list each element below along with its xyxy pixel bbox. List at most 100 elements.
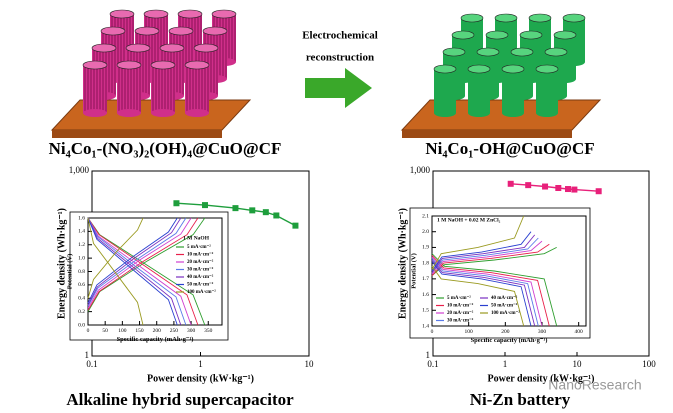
y-tick-label: 2.0 bbox=[422, 229, 429, 235]
data-point bbox=[595, 188, 602, 195]
y-tick-label: 1.9 bbox=[422, 245, 429, 251]
y-axis-label: Potential (V) bbox=[410, 253, 417, 289]
inset-frame bbox=[409, 207, 591, 339]
y-tick-label: 1.4 bbox=[78, 229, 85, 235]
data-point bbox=[555, 185, 562, 192]
x-tick-label: 100 bbox=[642, 359, 656, 369]
x-tick-label: 1 bbox=[503, 359, 508, 369]
series-line bbox=[431, 231, 532, 327]
illustration bbox=[50, 9, 602, 138]
x-tick-label: 50 bbox=[102, 328, 108, 334]
x-tick-label: 0 bbox=[431, 329, 434, 335]
x-tick-label: 200 bbox=[153, 328, 162, 334]
legend-label: 5 mA·cm⁻² bbox=[187, 244, 211, 250]
x-tick-label: 100 bbox=[118, 328, 127, 334]
legend-label: 100 mA·cm⁻² bbox=[187, 289, 216, 295]
y-tick-label: 0.2 bbox=[78, 309, 85, 315]
pillar bbox=[468, 69, 490, 113]
x-tick-label: 250 bbox=[170, 328, 179, 334]
pillar bbox=[536, 69, 558, 113]
pillar-base bbox=[185, 109, 209, 117]
pillar-top bbox=[476, 47, 500, 57]
y-tick-label: 1.8 bbox=[422, 260, 429, 266]
pillar-top bbox=[202, 26, 228, 36]
series-line bbox=[431, 234, 536, 327]
series-line bbox=[87, 217, 144, 326]
x-tick-label: 10 bbox=[573, 359, 583, 369]
y-tick-label: 1.0 bbox=[78, 255, 85, 261]
x-axis-label: Specific capacity (mAh·g⁻¹) bbox=[117, 336, 194, 343]
legend-label: 20 mA·cm⁻² bbox=[187, 259, 214, 265]
y-tick-label: 0.0 bbox=[78, 322, 85, 328]
substrate-edge bbox=[402, 130, 572, 138]
y-tick-label: 1.5 bbox=[422, 308, 429, 314]
x-tick-label: 400 bbox=[575, 329, 584, 335]
legend-label: 10 mA·cm⁻² bbox=[447, 303, 474, 309]
series-line bbox=[510, 183, 599, 192]
legend-label: 50 mA·cm⁻² bbox=[491, 303, 518, 309]
pillar-top bbox=[553, 30, 577, 40]
y-tick-label: 1.6 bbox=[422, 292, 429, 298]
pillar-top bbox=[467, 64, 491, 74]
pillar-base bbox=[434, 109, 456, 117]
y-tick-label: 0.6 bbox=[78, 282, 85, 288]
pillar-top bbox=[184, 60, 210, 70]
pillar-top bbox=[159, 43, 185, 53]
data-point bbox=[571, 186, 578, 193]
data-point bbox=[507, 180, 514, 187]
arrow bbox=[305, 68, 372, 108]
pillar bbox=[434, 69, 456, 113]
device-label: Ni-Zn battery bbox=[470, 390, 571, 409]
y-tick-label: 1 bbox=[426, 350, 431, 360]
legend-label: 40 mA·cm⁻² bbox=[491, 295, 518, 301]
pillar-top bbox=[193, 43, 219, 53]
pillar-top bbox=[460, 13, 484, 23]
pillar-base bbox=[83, 109, 107, 117]
y-tick-label: 1.4 bbox=[422, 323, 429, 329]
legend-label: 10 mA·cm⁻² bbox=[187, 252, 214, 258]
legend-label: 5 mA·cm⁻² bbox=[447, 295, 471, 301]
material-label: Ni₄Co₁-(NO₃)₂(OH)₄@CuO@CF bbox=[49, 139, 282, 158]
pillar-top bbox=[150, 60, 176, 70]
x-tick-label: 300 bbox=[187, 328, 196, 334]
series-line bbox=[431, 240, 543, 327]
x-tick-label: 0.1 bbox=[427, 359, 438, 369]
y-tick-label: 1.6 bbox=[78, 215, 85, 221]
pillar-top bbox=[100, 26, 126, 36]
pillar-top bbox=[211, 9, 237, 19]
pillar-top bbox=[143, 9, 169, 19]
x-tick-label: 300 bbox=[538, 329, 547, 335]
pillar-top bbox=[519, 30, 543, 40]
substrate-edge bbox=[52, 130, 222, 138]
pillar-base bbox=[151, 109, 175, 117]
x-tick-label: 350 bbox=[204, 328, 213, 334]
series-line bbox=[87, 217, 192, 326]
pillar-top bbox=[442, 47, 466, 57]
legend-label: 100 mA·cm⁻² bbox=[491, 310, 520, 316]
x-axis-label: Power density (kW·kg⁻¹) bbox=[147, 374, 254, 385]
series-line bbox=[87, 217, 187, 326]
material-label: Ni₄Co₁-OH@CuO@CF bbox=[425, 139, 594, 158]
y-tick-label: 1,000 bbox=[69, 165, 90, 175]
data-point bbox=[249, 207, 256, 214]
pillar-base bbox=[536, 109, 558, 117]
series-line bbox=[87, 217, 178, 326]
x-tick-label: 200 bbox=[501, 329, 510, 335]
pillar-top bbox=[433, 64, 457, 74]
data-point bbox=[292, 222, 299, 229]
pillar-top bbox=[535, 64, 559, 74]
pillar-top bbox=[116, 60, 142, 70]
data-point bbox=[542, 183, 549, 190]
y-tick-label: 2.1 bbox=[422, 213, 429, 219]
pillar-top bbox=[82, 60, 108, 70]
pillar-top bbox=[528, 13, 552, 23]
x-tick-label: 150 bbox=[135, 328, 144, 334]
data-point bbox=[273, 212, 280, 219]
y-tick-label: 0.8 bbox=[78, 269, 85, 275]
pillar-top bbox=[125, 43, 151, 53]
pillar-top bbox=[109, 9, 135, 19]
pillar-top bbox=[177, 9, 203, 19]
data-point bbox=[232, 205, 239, 212]
